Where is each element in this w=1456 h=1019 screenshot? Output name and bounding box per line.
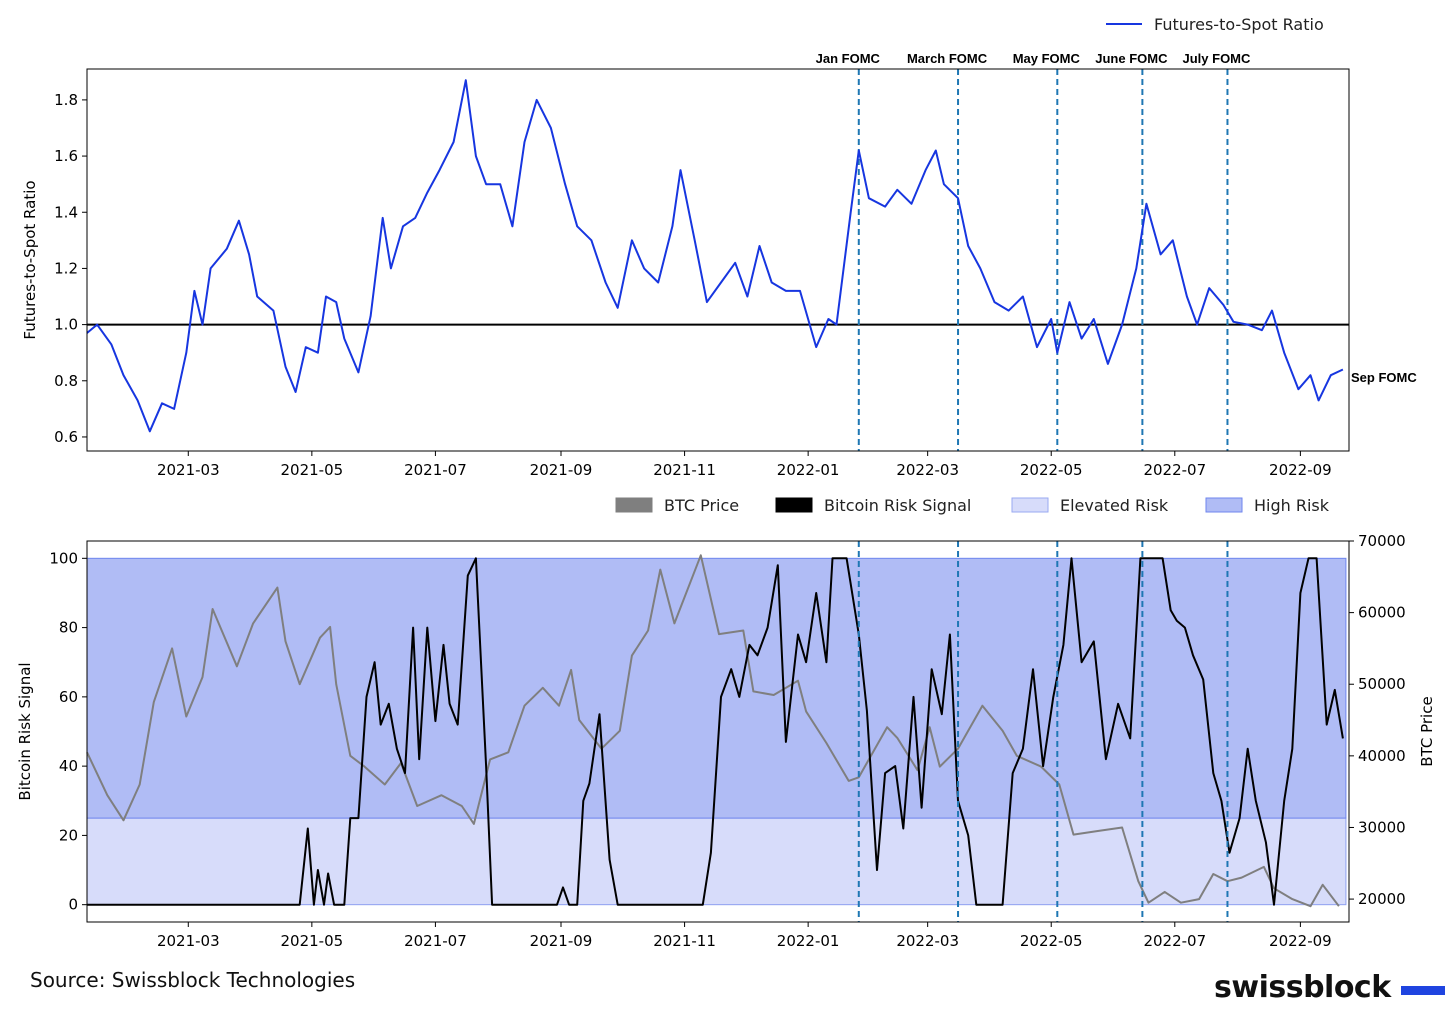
ratio-ytick-label-1: 0.8 xyxy=(54,372,78,390)
legend-label-elevated-risk: Elevated Risk xyxy=(1060,496,1169,515)
btc-ytick-label-2: 40000 xyxy=(1358,747,1406,765)
risk-ytick-label-4: 80 xyxy=(59,619,78,637)
fomc-label-2: May FOMC xyxy=(1013,51,1081,66)
risk-ytick-label-0: 0 xyxy=(68,896,78,914)
btc-ytick-label-3: 50000 xyxy=(1358,675,1406,693)
ratio-ytick-label-0: 0.6 xyxy=(54,428,78,446)
risk-xtick-label-1: 2021-05 xyxy=(281,932,344,950)
legend-swatch-risk-signal xyxy=(775,497,813,513)
risk-xtick-label-0: 2021-03 xyxy=(157,932,220,950)
risk-signal-line xyxy=(87,557,1344,906)
source-note: Source: Swissblock Technologies xyxy=(30,968,356,992)
risk-xtick-label-6: 2022-03 xyxy=(896,932,959,950)
legend-label-ratio: Futures-to-Spot Ratio xyxy=(1154,15,1324,34)
legend-swatch-high-risk xyxy=(1205,497,1243,513)
risk-panel: 20000 30000 40000 50000 60000 70000 Bitcoin Ri… xyxy=(16,496,1436,922)
fomc-label-0: Jan FOMC xyxy=(816,51,881,66)
ratio-legend: Futures-to-Spot Ratio xyxy=(1106,15,1324,34)
ratio-xtick-label-4: 2021-11 xyxy=(653,461,716,479)
ratio-xtick-label-1: 2021-05 xyxy=(281,461,344,479)
ratio-ytick-label-4: 1.4 xyxy=(54,203,78,221)
btc-y-axis-label: BTC Price xyxy=(1418,696,1436,766)
ratio-xtick-label-7: 2022-05 xyxy=(1020,461,1083,479)
legend-label-btc-price: BTC Price xyxy=(664,496,739,515)
btc-ytick-label-1: 30000 xyxy=(1358,818,1406,836)
ratio-xtick-label-6: 2022-03 xyxy=(896,461,959,479)
btc-price-line xyxy=(86,554,1340,908)
elevated-risk-band xyxy=(86,817,1347,906)
ratio-plot-frame xyxy=(86,68,1350,452)
ratio-xtick-label-8: 2022-07 xyxy=(1143,461,1206,479)
risk-xtick-label-8: 2022-07 xyxy=(1143,932,1206,950)
risk-y-axis-label: Bitcoin Risk Signal xyxy=(16,662,34,800)
risk-ytick-label-1: 20 xyxy=(59,826,78,844)
risk-xtick-label-4: 2021-11 xyxy=(653,932,716,950)
risk-ytick-label-5: 100 xyxy=(49,549,78,567)
brand-logo-bar xyxy=(1401,986,1445,995)
sep-fomc-label: Sep FOMC xyxy=(1351,370,1417,385)
brand-logo: swissblock xyxy=(1214,970,1391,1005)
fomc-label-1: March FOMC xyxy=(907,51,988,66)
risk-xtick-label-9: 2022-09 xyxy=(1269,932,1332,950)
ratio-xtick-label-3: 2021-09 xyxy=(530,461,593,479)
ratio-ytick-label-6: 1.8 xyxy=(54,91,78,109)
ratio-xtick-label-0: 2021-03 xyxy=(157,461,220,479)
risk-plot-frame xyxy=(86,540,1350,923)
legend-swatch-btc-price xyxy=(615,497,653,513)
ratio-xtick-label-9: 2022-09 xyxy=(1269,461,1332,479)
ratio-series-line xyxy=(86,79,1344,433)
risk-xtick-label-2: 2021-07 xyxy=(404,932,467,950)
btc-ytick-label-5: 70000 xyxy=(1358,532,1406,550)
ratio-panel: Jan FOMC March FOMC May FOMC June FOMC July … xyxy=(21,15,1417,451)
legend-label-risk-signal: Bitcoin Risk Signal xyxy=(824,496,971,515)
legend-swatch-elevated-risk xyxy=(1011,497,1049,513)
risk-xtick-label-5: 2022-01 xyxy=(777,932,840,950)
risk-ytick-label-2: 40 xyxy=(59,757,78,775)
risk-legend: BTC Price Bitcoin Risk Signal Elevated Ris… xyxy=(615,496,1330,515)
risk-xtick-label-3: 2021-09 xyxy=(530,932,593,950)
fomc-label-4: July FOMC xyxy=(1183,51,1252,66)
ratio-ytick-label-5: 1.6 xyxy=(54,147,78,165)
legend-label-high-risk: High Risk xyxy=(1254,496,1330,515)
ratio-ytick-label-2: 1.0 xyxy=(54,316,78,334)
ratio-ytick-label-3: 1.2 xyxy=(54,259,78,277)
fomc-label-3: June FOMC xyxy=(1095,51,1168,66)
risk-xtick-label-7: 2022-05 xyxy=(1020,932,1083,950)
risk-ytick-label-3: 60 xyxy=(59,688,78,706)
btc-ytick-label-4: 60000 xyxy=(1358,604,1406,622)
ratio-xtick-label-5: 2022-01 xyxy=(777,461,840,479)
ratio-y-axis-label: Futures-to-Spot Ratio xyxy=(21,180,39,339)
ratio-xtick-label-2: 2021-07 xyxy=(404,461,467,479)
btc-ytick-label-0: 20000 xyxy=(1358,890,1406,908)
